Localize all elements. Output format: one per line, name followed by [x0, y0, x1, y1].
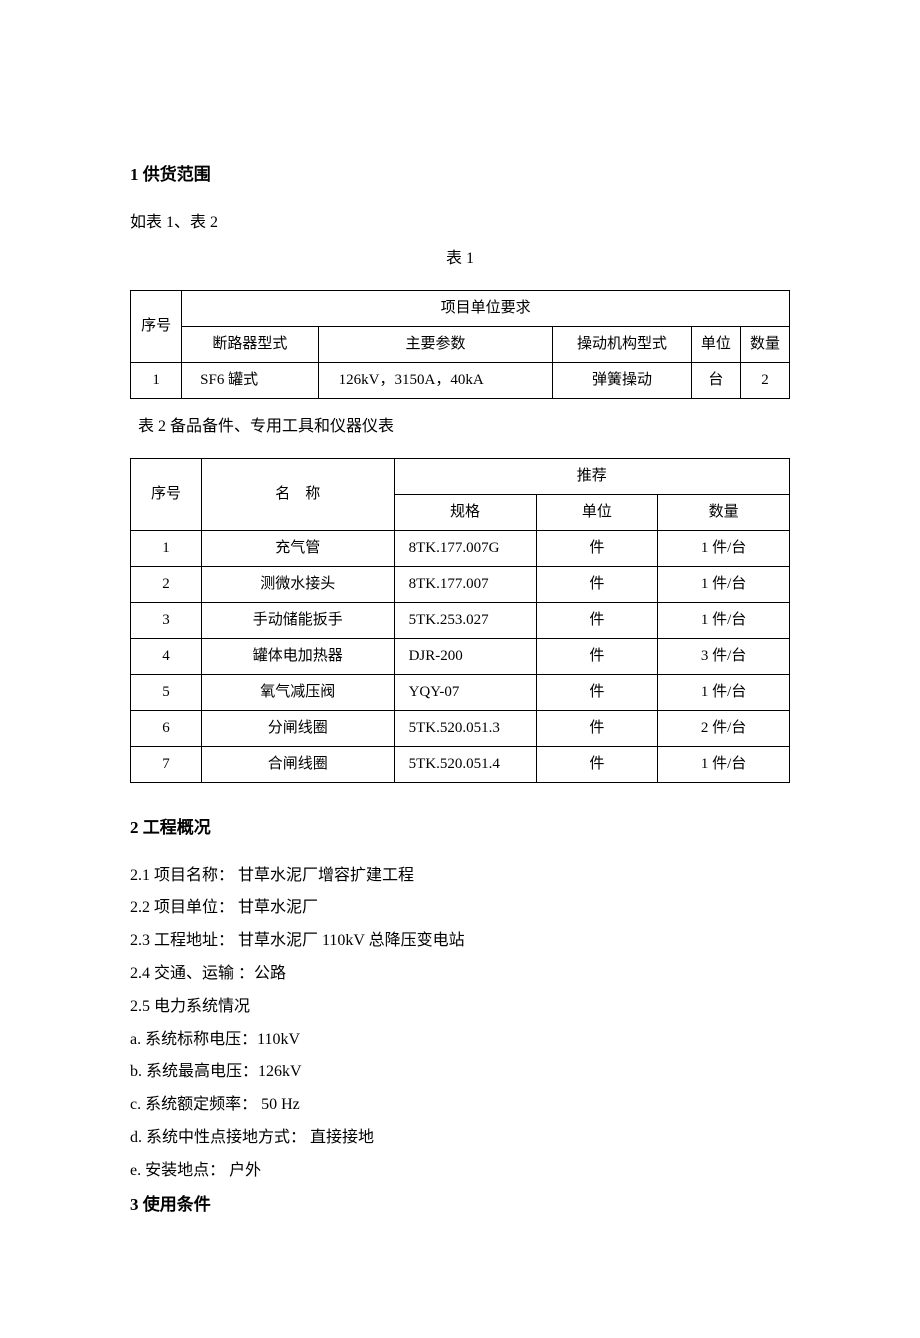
- table-cell: 件: [536, 566, 658, 602]
- table-cell: 2 件/台: [658, 710, 790, 746]
- section-1-heading: 1 供货范围: [130, 160, 790, 191]
- table-row: 5氧气减压阀YQY-07件1 件/台: [131, 674, 790, 710]
- list-item: b. 系统最高电压：126kV: [130, 1058, 790, 1087]
- table-cell: 2: [131, 566, 202, 602]
- table-cell: 件: [536, 602, 658, 638]
- table-cell: 1 件/台: [658, 530, 790, 566]
- table-cell: 1 件/台: [658, 602, 790, 638]
- table-2-sub-header: 单位: [536, 494, 658, 530]
- list-item: a. 系统标称电压：110kV: [130, 1026, 790, 1055]
- table-1-col-header: 单位: [691, 327, 740, 363]
- table-cell: 分闸线圈: [201, 710, 394, 746]
- table-1-top-header: 项目单位要求: [182, 291, 790, 327]
- section-2-heading: 2 工程概况: [130, 813, 790, 844]
- table-cell: SF6 罐式: [182, 363, 318, 399]
- table-row: 断路器型式 主要参数 操动机构型式 单位 数量: [131, 327, 790, 363]
- list-item: 2.4 交通、运输 ：公路: [130, 960, 790, 989]
- table-cell: 8TK.177.007G: [394, 530, 536, 566]
- table-2-label: 表 2 备品备件、专用工具和仪器仪表: [138, 413, 790, 442]
- section-3-heading: 3 使用条件: [130, 1190, 790, 1221]
- table-1-col-header: 数量: [740, 327, 789, 363]
- table-cell: 4: [131, 638, 202, 674]
- table-2-sub-header: 规格: [394, 494, 536, 530]
- table-cell: 6: [131, 710, 202, 746]
- table-cell: 5TK.520.051.4: [394, 746, 536, 782]
- table-1-col-header: 主要参数: [318, 327, 553, 363]
- list-item: c. 系统额定频率： 50 Hz: [130, 1091, 790, 1120]
- table-cell: 件: [536, 674, 658, 710]
- list-item: d. 系统中性点接地方式： 直接接地: [130, 1124, 790, 1153]
- table-cell: 1: [131, 530, 202, 566]
- table-cell: 3 件/台: [658, 638, 790, 674]
- table-cell: 2: [740, 363, 789, 399]
- table-row: 序号 名 称 推荐: [131, 458, 790, 494]
- list-item: 2.2 项目单位： 甘草水泥厂: [130, 894, 790, 923]
- table-1-side-label: 序号: [131, 291, 182, 363]
- list-item: 2.3 工程地址： 甘草水泥厂 110kV 总降压变电站: [130, 927, 790, 956]
- list-item: e. 安装地点： 户外: [130, 1157, 790, 1186]
- table-2: 序号 名 称 推荐 规格 单位 数量 1充气管8TK.177.007G件1 件/…: [130, 458, 790, 783]
- table-row: 3手动储能扳手5TK.253.027件1 件/台: [131, 602, 790, 638]
- table-1: 序号 项目单位要求 断路器型式 主要参数 操动机构型式 单位 数量 1 SF6 …: [130, 290, 790, 399]
- table-cell: 1 件/台: [658, 566, 790, 602]
- table-cell: 件: [536, 530, 658, 566]
- table-1-col-header: 断路器型式: [182, 327, 318, 363]
- table-cell: 氧气减压阀: [201, 674, 394, 710]
- table-cell: 5: [131, 674, 202, 710]
- table-1-label: 表 1: [130, 245, 790, 274]
- table-row: 6分闸线圈5TK.520.051.3件2 件/台: [131, 710, 790, 746]
- table-cell: 弹簧操动: [553, 363, 692, 399]
- table-cell: 5TK.520.051.3: [394, 710, 536, 746]
- table-cell: 5TK.253.027: [394, 602, 536, 638]
- table-cell: 合闸线圈: [201, 746, 394, 782]
- table-2-rec-header: 推荐: [394, 458, 789, 494]
- table-cell: 件: [536, 710, 658, 746]
- table-row: 4罐体电加热器DJR-200件3 件/台: [131, 638, 790, 674]
- table-cell: 充气管: [201, 530, 394, 566]
- table-2-sub-header: 数量: [658, 494, 790, 530]
- table-cell: 1 件/台: [658, 674, 790, 710]
- table-cell: 3: [131, 602, 202, 638]
- table-cell: 126kV，3150A，40kA: [318, 363, 553, 399]
- table-cell: 8TK.177.007: [394, 566, 536, 602]
- table-cell: 7: [131, 746, 202, 782]
- table-row: 1充气管8TK.177.007G件1 件/台: [131, 530, 790, 566]
- table-cell: 台: [691, 363, 740, 399]
- table-cell: 测微水接头: [201, 566, 394, 602]
- table-2-idx-header: 序号: [131, 458, 202, 530]
- table-cell: YQY-07: [394, 674, 536, 710]
- table-2-name-header: 名 称: [201, 458, 394, 530]
- table-row: 7合闸线圈5TK.520.051.4件1 件/台: [131, 746, 790, 782]
- list-item: 2.5 电力系统情况: [130, 993, 790, 1022]
- table-row: 序号 项目单位要求: [131, 291, 790, 327]
- table-cell: 件: [536, 638, 658, 674]
- table-cell: 1: [131, 363, 182, 399]
- table-row: 2测微水接头8TK.177.007件1 件/台: [131, 566, 790, 602]
- table-cell: 件: [536, 746, 658, 782]
- table-cell: 1 件/台: [658, 746, 790, 782]
- table-cell: 手动储能扳手: [201, 602, 394, 638]
- table-row: 1 SF6 罐式 126kV，3150A，40kA 弹簧操动 台 2: [131, 363, 790, 399]
- section-1-intro: 如表 1、表 2: [130, 209, 790, 238]
- table-cell: 罐体电加热器: [201, 638, 394, 674]
- table-1-col-header: 操动机构型式: [553, 327, 692, 363]
- list-item: 2.1 项目名称： 甘草水泥厂增容扩建工程: [130, 862, 790, 891]
- table-cell: DJR-200: [394, 638, 536, 674]
